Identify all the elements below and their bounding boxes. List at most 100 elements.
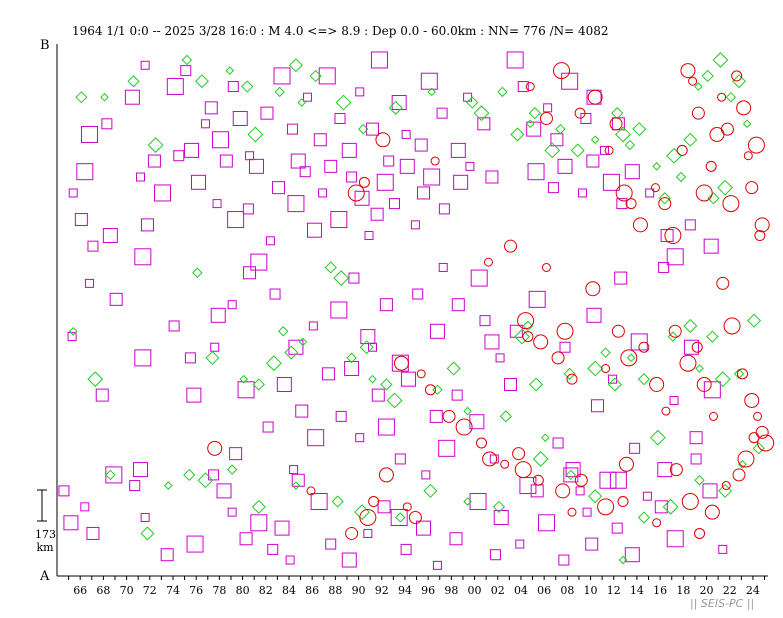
- event-circle: [574, 473, 588, 487]
- event-circle: [551, 351, 565, 365]
- event-square: [642, 491, 652, 501]
- x-tick-label: 20: [700, 584, 714, 597]
- event-square: [616, 198, 628, 210]
- event-diamond: [725, 91, 737, 103]
- event-square: [515, 539, 525, 549]
- event-diamond: [251, 499, 266, 514]
- event-circle: [358, 176, 370, 188]
- event-circle: [347, 184, 365, 202]
- event-square: [470, 269, 488, 287]
- event-square: [412, 288, 424, 300]
- event-square: [469, 493, 487, 511]
- event-circle: [754, 217, 770, 233]
- event-circle: [676, 144, 688, 156]
- event-square: [334, 112, 346, 124]
- event-circle: [442, 409, 456, 423]
- event-circle: [638, 341, 650, 353]
- event-circle: [681, 493, 699, 511]
- event-square: [140, 218, 154, 232]
- event-square: [365, 122, 379, 136]
- event-square: [87, 240, 99, 252]
- event-diamond: [288, 58, 303, 73]
- event-circle: [658, 197, 672, 211]
- event-diamond: [532, 451, 549, 467]
- event-square: [335, 410, 347, 422]
- event-square: [265, 236, 275, 246]
- event-diamond: [359, 340, 374, 355]
- event-square: [140, 60, 150, 70]
- event-square: [654, 500, 668, 514]
- x-tick-label: 02: [491, 584, 505, 597]
- event-circle: [533, 334, 549, 350]
- event-circle: [620, 349, 638, 367]
- event-square: [575, 486, 585, 496]
- event-square: [417, 186, 431, 200]
- event-square: [432, 560, 442, 570]
- event-circle: [539, 111, 553, 125]
- event-square: [76, 163, 94, 181]
- event-circle: [650, 183, 660, 193]
- event-diamond: [683, 318, 698, 333]
- x-tick-label: 92: [375, 584, 389, 597]
- event-diamond: [637, 373, 651, 386]
- event-diamond: [624, 139, 636, 151]
- event-square: [286, 123, 298, 135]
- event-circle: [430, 156, 440, 166]
- event-square: [133, 462, 149, 478]
- x-tick-label: 00: [468, 584, 482, 597]
- event-square: [436, 107, 448, 119]
- x-tick-label: 74: [166, 584, 180, 597]
- event-square: [109, 292, 123, 306]
- x-tick-label: 06: [537, 584, 551, 597]
- event-square: [658, 261, 670, 273]
- x-tick-label: 72: [143, 584, 157, 597]
- event-square: [276, 376, 292, 392]
- event-square: [400, 371, 416, 387]
- event-diamond: [514, 328, 531, 345]
- event-diamond: [718, 483, 733, 498]
- event-diamond: [522, 320, 534, 332]
- event-circle: [585, 281, 601, 297]
- event-circle: [705, 160, 717, 172]
- event-diamond: [427, 87, 436, 97]
- event-square: [101, 118, 113, 130]
- event-diamond: [565, 469, 577, 481]
- event-diamond: [662, 498, 679, 515]
- event-diamond: [380, 378, 393, 391]
- event-square: [160, 548, 174, 562]
- event-diamond: [252, 378, 265, 391]
- event-circle: [504, 239, 518, 253]
- event-square: [557, 158, 573, 174]
- event-diamond: [388, 100, 403, 115]
- x-tick-label: 94: [398, 584, 412, 597]
- event-diamond: [587, 360, 604, 377]
- event-square: [614, 271, 628, 285]
- event-square: [324, 159, 338, 173]
- event-square: [168, 320, 180, 332]
- event-diamond: [658, 192, 671, 205]
- event-circle: [694, 527, 706, 539]
- event-square: [414, 138, 428, 152]
- event-circle: [617, 496, 629, 508]
- event-circle: [668, 324, 682, 338]
- event-square: [325, 538, 337, 550]
- event-square: [416, 520, 432, 536]
- event-square: [210, 307, 226, 323]
- event-diamond: [528, 107, 541, 120]
- event-square: [451, 298, 465, 312]
- event-square: [204, 101, 218, 115]
- event-diamond: [529, 377, 544, 392]
- event-circle: [609, 117, 623, 131]
- event-diamond: [525, 119, 535, 129]
- event-square: [273, 67, 291, 85]
- event-circle: [393, 355, 409, 371]
- event-square: [124, 89, 140, 105]
- event-diamond: [274, 86, 285, 98]
- event-square: [561, 72, 579, 90]
- event-square: [363, 528, 373, 538]
- x-axis-tick-labels: 66 68 70 72 74 76 78 80 82 84 86 88 90 92 94 96 98 00 02 04…: [73, 584, 760, 597]
- event-diamond: [752, 442, 765, 455]
- event-square: [95, 388, 109, 402]
- x-tick-label: 88: [328, 584, 342, 597]
- event-diamond: [626, 353, 636, 363]
